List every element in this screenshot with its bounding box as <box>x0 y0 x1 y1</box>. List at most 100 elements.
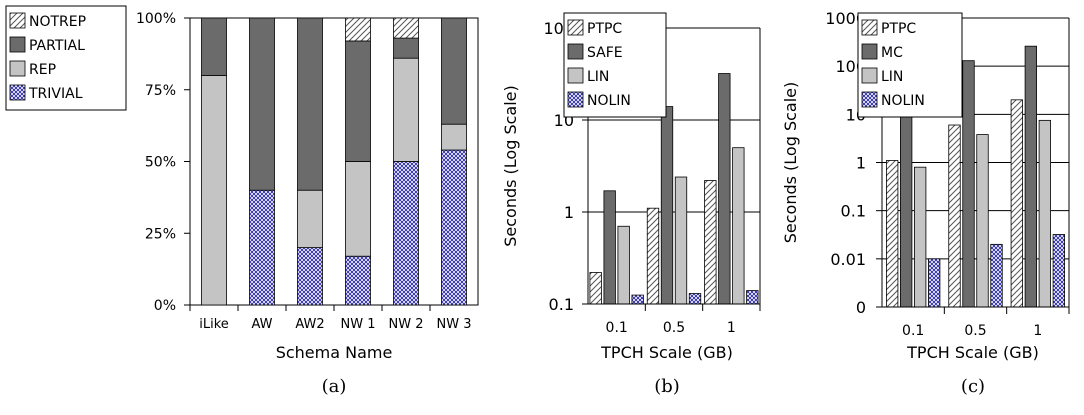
chart-c-category-label: 0.1 <box>902 323 924 339</box>
chart-c-bar-ptpc-0-1 <box>886 160 899 308</box>
chart-a-ytick-label: 100% <box>136 11 176 27</box>
chart-a-legend-label-notrep: NOTREP <box>29 14 86 30</box>
chart-b-bar-safe-0-1 <box>603 190 616 305</box>
chart-b-bar-ptpc-0-5 <box>646 207 660 305</box>
chart-a-caption: (a) <box>322 376 347 397</box>
chart-b-caption: (b) <box>654 376 680 397</box>
chart-a-bar-partial-nw-2 <box>393 37 419 59</box>
chart-c-legend-label-mc: MC <box>881 45 903 61</box>
chart-b-bar-lin-1 <box>732 147 745 305</box>
chart-a-category-label: NW 3 <box>437 317 472 332</box>
chart-c-legend-label-lin: LIN <box>881 69 903 85</box>
chart-c-bar-nolin-1 <box>1052 234 1065 308</box>
chart-a-bar-partial-aw2 <box>297 17 323 191</box>
chart-a-xlabel: Schema Name <box>276 343 393 362</box>
chart-a-frame <box>189 17 479 306</box>
chart-a-legend <box>5 5 127 111</box>
chart-a-bar-partial-nw-1 <box>345 40 371 162</box>
chart-b-legend-swatch-safe <box>567 43 584 60</box>
chart-a-bar-rep-ilike <box>201 75 227 306</box>
chart-a-category-label: iLike <box>199 317 229 332</box>
chart-b-bar-nolin-1 <box>746 290 759 305</box>
chart-c-legend-label-ptpc: PTPC <box>881 21 916 37</box>
chart-b-ytick-label: 0.1 <box>549 295 574 314</box>
chart-a-category-label: NW 1 <box>341 317 376 332</box>
chart-c-bar-lin-0-5 <box>976 134 989 308</box>
chart-a-bar-partial-ilike <box>201 17 227 76</box>
chart-c-ytick-label: 0 <box>856 298 866 317</box>
chart-a-legend-swatch-trivial <box>9 84 26 101</box>
chart-a-bar-trivial-aw <box>249 189 275 306</box>
chart-c-xlabel: TPCH Scale (GB) <box>906 343 1039 362</box>
chart-a-bar-trivial-nw-1 <box>345 255 371 306</box>
chart-a-ytick-label: 25% <box>145 226 176 242</box>
chart-b-ylabel: Seconds (Log Scale) <box>501 85 520 247</box>
chart-b-legend-label-ptpc: PTPC <box>587 21 622 37</box>
chart-b-category-label: 0.5 <box>663 320 685 336</box>
chart-a-category-label: AW <box>251 317 272 332</box>
chart-b-bar-lin-0-1 <box>617 225 630 305</box>
chart-c-bar-ptpc-1 <box>1010 99 1023 308</box>
chart-a-bar-trivial-nw-3 <box>441 149 467 306</box>
chart-b-ytick-label: 1 <box>564 203 574 222</box>
chart-a-category-label: NW 2 <box>389 317 424 332</box>
chart-b-legend-swatch-nolin <box>567 91 584 108</box>
chart-b-legend-label-lin: LIN <box>587 69 609 85</box>
chart-a-legend-swatch-partial <box>9 36 26 53</box>
chart-c-legend-label-nolin: NOLIN <box>881 93 925 109</box>
chart-c-ytick-label: 0.01 <box>830 250 866 269</box>
chart-a-bar-trivial-nw-2 <box>393 161 419 306</box>
chart-a-legend-label-rep: REP <box>29 62 56 78</box>
chart-b-bar-lin-0-5 <box>674 176 688 305</box>
chart-a-bar-rep-nw-3 <box>441 123 467 151</box>
chart-c-category-label: 0.5 <box>964 323 986 339</box>
chart-c-caption: (c) <box>961 376 985 397</box>
chart-b-xlabel: TPCH Scale (GB) <box>600 343 733 362</box>
chart-b-legend-label-safe: SAFE <box>587 45 623 61</box>
chart-c-bar-mc-0-5 <box>962 60 975 308</box>
chart-c-bar-ptpc-0-5 <box>948 124 961 308</box>
chart-a-bar-rep-aw2 <box>297 189 323 248</box>
chart-c-legend-swatch-mc <box>861 43 878 60</box>
chart-c-legend-swatch-ptpc <box>861 19 878 36</box>
chart-a-legend-label-trivial: TRIVIAL <box>28 86 83 102</box>
chart-a-bar-notrep-nw-1 <box>345 17 371 42</box>
chart-a-ytick-label: 50% <box>145 155 176 171</box>
chart-a-bar-rep-nw-2 <box>393 57 419 162</box>
chart-b-legend-swatch-lin <box>567 67 584 84</box>
chart-a-bar-rep-nw-1 <box>345 161 371 257</box>
chart-c-ytick-label: 0.1 <box>841 202 866 221</box>
chart-c-category-label: 1 <box>1033 323 1042 339</box>
chart-c-bar-nolin-0-1 <box>928 258 941 308</box>
chart-c-legend-swatch-lin <box>861 67 878 84</box>
chart-b-legend-label-nolin: NOLIN <box>587 93 631 109</box>
chart-b-category-label: 1 <box>727 320 736 336</box>
chart-c-bar-mc-0-1 <box>900 113 913 308</box>
chart-c-ytick-label: 1 <box>856 154 866 173</box>
chart-a-legend-swatch-notrep <box>9 12 26 29</box>
chart-a-bar-partial-aw <box>249 17 275 191</box>
chart-a-legend-swatch-rep <box>9 60 26 77</box>
chart-a-legend-label-partial: PARTIAL <box>29 38 85 54</box>
chart-b-legend-swatch-ptpc <box>567 19 584 36</box>
chart-c-ytick-label: 1000 <box>825 9 866 28</box>
chart-c-bar-lin-1 <box>1038 119 1051 308</box>
chart-a-ytick-label: 0% <box>154 298 176 314</box>
chart-c-bar-lin-0-1 <box>914 166 927 308</box>
chart-a-bar-notrep-nw-2 <box>393 17 419 39</box>
chart-b-bar-safe-0-5 <box>660 106 674 305</box>
chart-b-bar-nolin-0-5 <box>688 293 702 305</box>
chart-b-bar-ptpc-0-1 <box>589 272 602 305</box>
chart-c-legend-swatch-nolin <box>861 91 878 108</box>
chart-a-ytick-label: 75% <box>145 83 176 99</box>
chart-b-bar-safe-1 <box>718 73 731 305</box>
chart-b-bar-ptpc-1 <box>704 180 717 305</box>
chart-a-bar-partial-nw-3 <box>441 17 467 125</box>
chart-b-bar-nolin-0-1 <box>631 294 644 305</box>
chart-c-bar-nolin-0-5 <box>990 243 1003 308</box>
chart-c-bar-mc-1 <box>1024 45 1037 308</box>
chart-a-bar-trivial-aw2 <box>297 247 323 306</box>
chart-a-category-label: AW2 <box>295 317 324 332</box>
